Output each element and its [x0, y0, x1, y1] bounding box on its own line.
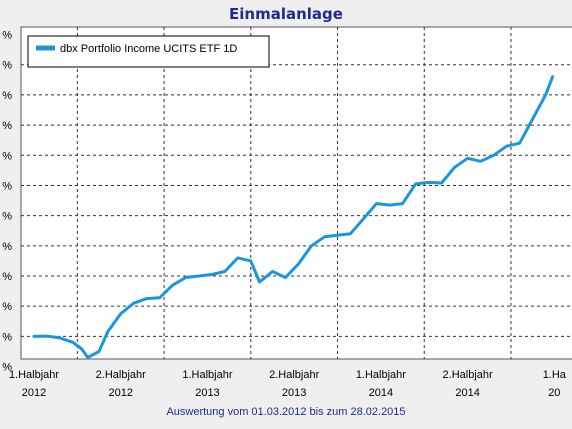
grid-lines [21, 27, 572, 359]
x-tick-label: 2.Halbjahr [96, 369, 146, 381]
series-layer [32, 75, 555, 359]
legend-entry-label: dbx Portfolio Income UCITS ETF 1D [60, 43, 237, 55]
x-tick-label: 2.Halbjahr [269, 369, 319, 381]
x-tick-label: 1.Halbjahr [356, 369, 406, 381]
x-tick-label: 1.Halbjahr [9, 369, 59, 381]
x-tick-label: 1.Ha [543, 369, 567, 381]
x-tick-label-year: 2012 [108, 387, 132, 399]
x-tick-label: 2.Halbjahr [443, 369, 493, 381]
x-tick-label-year: 2014 [455, 387, 479, 399]
y-tick-label: % [2, 120, 12, 132]
y-tick-label: % [2, 60, 12, 72]
plot-area [20, 26, 572, 360]
y-tick-label: % [2, 271, 12, 283]
y-tick-label: % [2, 331, 12, 343]
y-tick-label: % [2, 301, 12, 313]
y-tick-label: % [2, 150, 12, 162]
evaluation-period-note: Auswertung vom 01.03.2012 bis zum 28.02.… [166, 406, 406, 418]
y-tick-label: % [2, 362, 12, 374]
chart-title: Einmalanlage [229, 5, 343, 23]
y-tick-label: % [2, 211, 12, 223]
y-tick-labels: %%%%%%%%%%%% [2, 30, 12, 374]
x-tick-label-year: 20 [548, 387, 560, 399]
y-tick-label: % [2, 90, 12, 102]
x-tick-label: 1.Halbjahr [182, 369, 232, 381]
y-tick-label: % [2, 30, 12, 42]
x-tick-label-year: 2012 [22, 387, 46, 399]
y-tick-label: % [2, 180, 12, 192]
x-tick-label-year: 2013 [282, 387, 306, 399]
x-tick-labels: 1.Halbjahr 2012 2.Halbjahr 2012 1.Halbjahr 20… [9, 369, 567, 399]
legend-box [27, 35, 270, 68]
x-tick-label-year: 2013 [195, 387, 219, 399]
x-tick-label-year: 2014 [369, 387, 393, 399]
y-tick-label: % [2, 241, 12, 253]
legend: dbx Portfolio Income UCITS ETF 1D [27, 35, 270, 68]
series-line [32, 75, 555, 359]
